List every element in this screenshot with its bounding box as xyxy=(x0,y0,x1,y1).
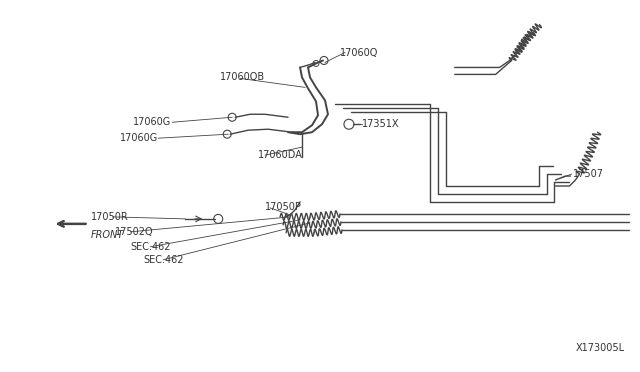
Text: 17060G: 17060G xyxy=(120,133,159,143)
Text: 17050P: 17050P xyxy=(265,202,302,212)
Text: 17050R: 17050R xyxy=(90,212,128,222)
Text: SEC.462: SEC.462 xyxy=(143,255,184,265)
Text: 17060QB: 17060QB xyxy=(220,73,266,83)
Text: 17351X: 17351X xyxy=(362,119,399,129)
Text: SEC.462: SEC.462 xyxy=(131,242,171,252)
Text: 17507: 17507 xyxy=(573,169,604,179)
Text: 17060Q: 17060Q xyxy=(340,48,378,58)
Text: 17502Q: 17502Q xyxy=(115,227,154,237)
Text: 17060DA: 17060DA xyxy=(258,150,303,160)
Text: FRONT: FRONT xyxy=(90,230,124,240)
Text: X173005L: X173005L xyxy=(575,343,625,353)
Text: 17060G: 17060G xyxy=(133,117,172,127)
